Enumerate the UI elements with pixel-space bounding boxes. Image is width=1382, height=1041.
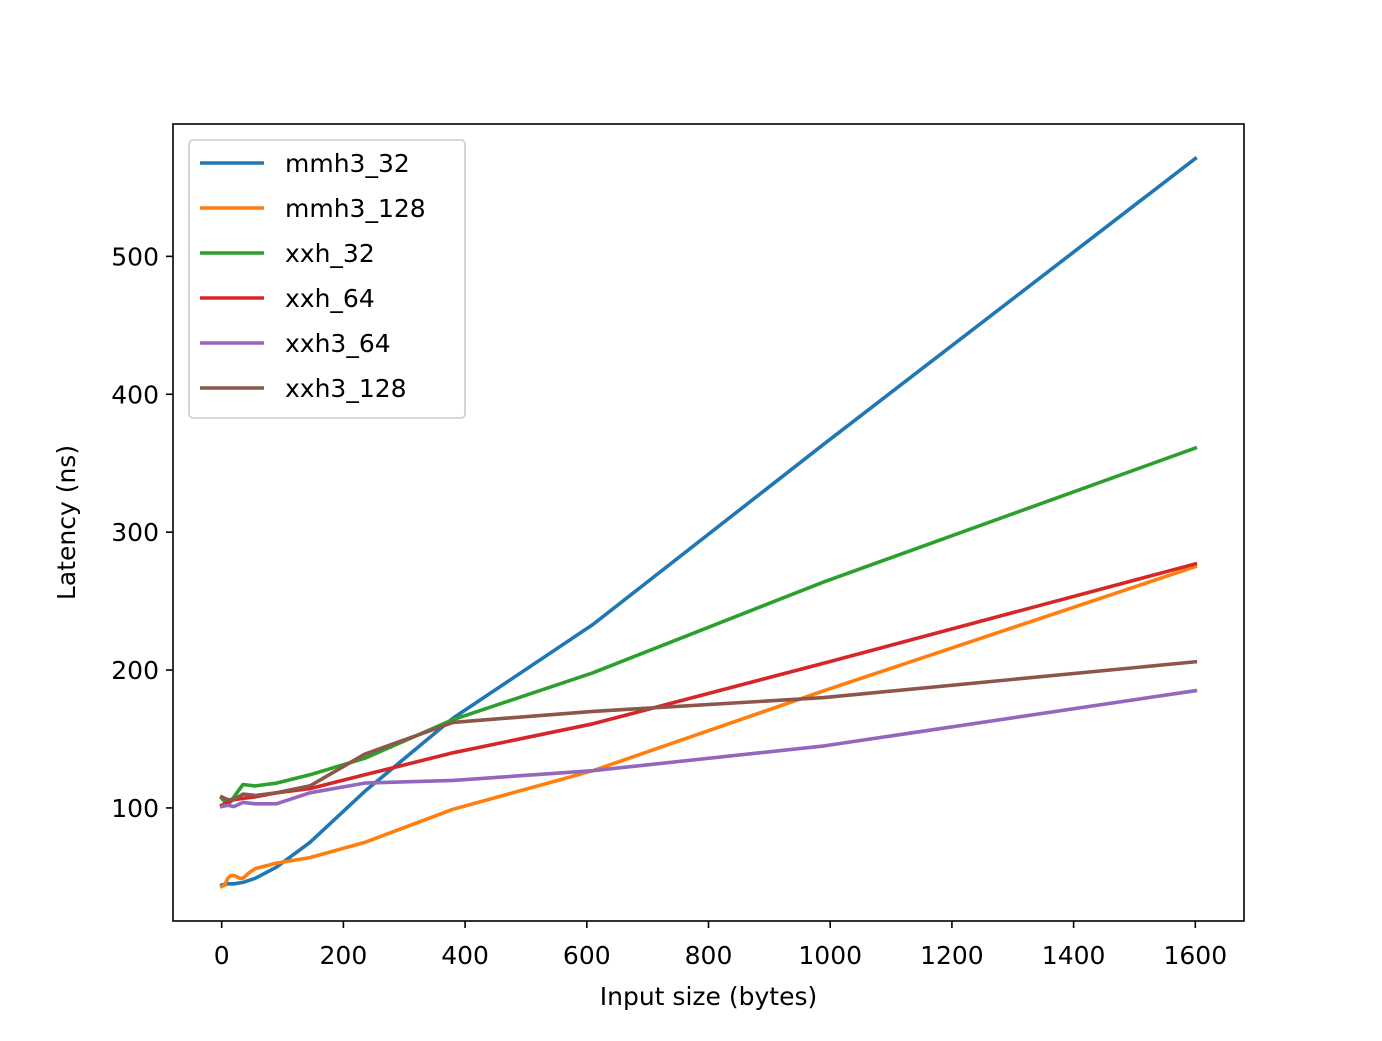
series-line-xxh3_64 (219, 688, 1198, 809)
y-tick-label: 300 (111, 518, 159, 547)
axis-ticks: 0 200 400 600 800 1000 1200 1400 1600 100 200 300 40… (111, 242, 1227, 970)
x-axis-label: Input size (bytes) (600, 982, 817, 1011)
y-tick-label: 400 (111, 380, 159, 409)
legend: mmh3_32 mmh3_128 xxh_32 xxh_64 xxh3_64 xxh3_1… (188, 139, 466, 419)
x-tick-label: 400 (441, 941, 489, 970)
legend-label-mmh3_128: mmh3_128 (285, 194, 426, 223)
legend-label-mmh3_32: mmh3_32 (285, 149, 410, 178)
axes-frame (172, 123, 1245, 922)
legend-label-xxh_32: xxh_32 (285, 239, 375, 268)
series-line-mmh3_32 (219, 155, 1198, 888)
x-tick-label: 1000 (798, 941, 862, 970)
x-tick-label: 200 (320, 941, 368, 970)
x-tick-label: 600 (563, 941, 611, 970)
x-tick-label: 1200 (920, 941, 984, 970)
y-tick-label: 100 (111, 794, 159, 823)
y-axis-label: Latency (ns) (52, 445, 81, 600)
x-tick-label: 0 (214, 941, 230, 970)
plot-area (219, 155, 1198, 889)
x-tick-label: 800 (685, 941, 733, 970)
x-tick-label: 1400 (1042, 941, 1106, 970)
series-line-mmh3_128 (219, 564, 1198, 889)
series-line-xxh3_128 (219, 659, 1198, 802)
y-tick-label: 200 (111, 656, 159, 685)
legend-label-xxh3_128: xxh3_128 (285, 374, 407, 403)
y-tick-label: 500 (111, 242, 159, 271)
x-tick-label: 1600 (1164, 941, 1228, 970)
legend-label-xxh_64: xxh_64 (285, 284, 375, 313)
legend-label-xxh3_64: xxh3_64 (285, 329, 391, 358)
